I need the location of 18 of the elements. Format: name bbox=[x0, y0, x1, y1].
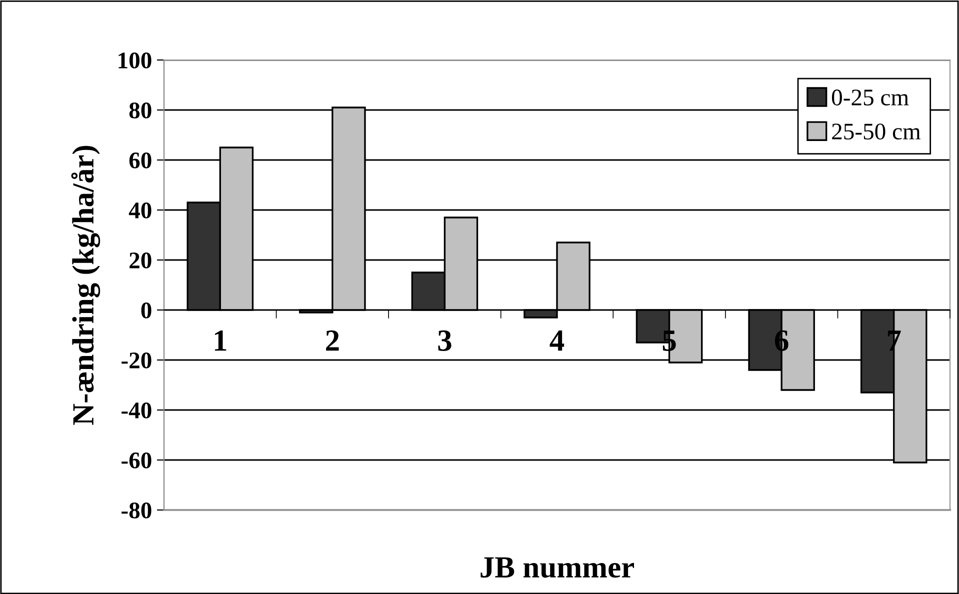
y-tick-label: 40 bbox=[128, 202, 152, 218]
x-tick-label: 1 bbox=[214, 330, 226, 351]
x-axis-title: JB nummer bbox=[480, 557, 634, 578]
y-tick-label: -60 bbox=[122, 452, 152, 468]
x-tick-label: 2 bbox=[326, 330, 339, 351]
x-tick-label: 3 bbox=[438, 330, 452, 351]
y-axis-title: N-ændring (kg/ha/år) bbox=[71, 146, 100, 425]
y-tick-label: 80 bbox=[129, 102, 152, 118]
y-tick-label: -40 bbox=[122, 402, 152, 418]
legend-label: 0-25 cm bbox=[832, 90, 909, 106]
y-tick-label: 100 bbox=[118, 52, 152, 68]
y-tick-label: 20 bbox=[130, 252, 152, 268]
y-tick-label: 0 bbox=[141, 302, 152, 318]
x-tick-label: 4 bbox=[550, 330, 564, 351]
y-tick-label: 60 bbox=[129, 152, 152, 168]
legend-label: 25-50 cm bbox=[832, 124, 921, 140]
y-tick-label: -20 bbox=[122, 352, 152, 368]
y-tick-label: -80 bbox=[122, 502, 152, 518]
